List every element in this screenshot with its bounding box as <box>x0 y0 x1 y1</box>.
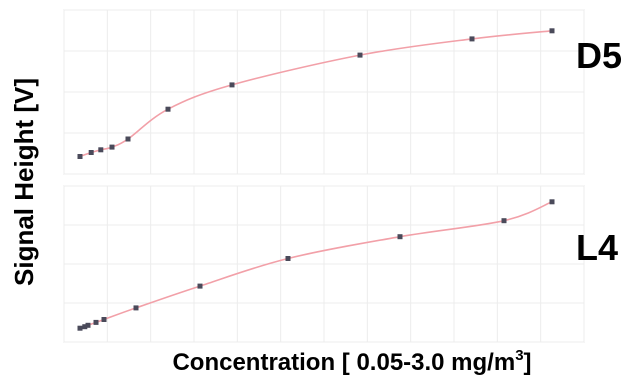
data-point <box>549 28 555 34</box>
y-axis-label: Signal Height [V] <box>9 78 39 286</box>
data-point <box>77 325 83 331</box>
data-point <box>133 305 139 311</box>
data-point <box>285 256 291 261</box>
data-point <box>85 322 91 328</box>
data-point <box>397 234 403 240</box>
data-point <box>98 147 104 153</box>
data-points <box>77 199 555 331</box>
x-axis-label-prefix: Concentration [ 0.05-3.0 mg/m <box>172 349 515 376</box>
data-point <box>501 218 507 224</box>
panel-label: L4 <box>576 227 618 268</box>
data-point <box>101 317 107 322</box>
data-point <box>549 199 555 205</box>
data-point <box>197 283 203 289</box>
x-axis-label-suffix: ] <box>524 349 532 376</box>
data-points <box>77 28 555 159</box>
panel-l4: L4 <box>63 185 618 343</box>
data-point <box>165 106 171 112</box>
data-point <box>469 36 475 42</box>
data-point <box>125 136 131 142</box>
data-point <box>82 324 88 330</box>
grid <box>63 185 585 343</box>
panel-d5: D5 <box>63 9 622 175</box>
x-axis-label: Concentration [ 0.05-3.0 mg/m3] <box>172 347 531 376</box>
data-point <box>77 154 83 159</box>
grid <box>63 9 585 175</box>
data-point <box>109 144 115 150</box>
panel-label: D5 <box>576 35 622 76</box>
data-point <box>357 52 363 58</box>
data-point <box>88 150 94 155</box>
data-point <box>93 319 99 325</box>
data-point <box>229 82 235 88</box>
x-axis-label-superscript: 3 <box>515 347 523 364</box>
